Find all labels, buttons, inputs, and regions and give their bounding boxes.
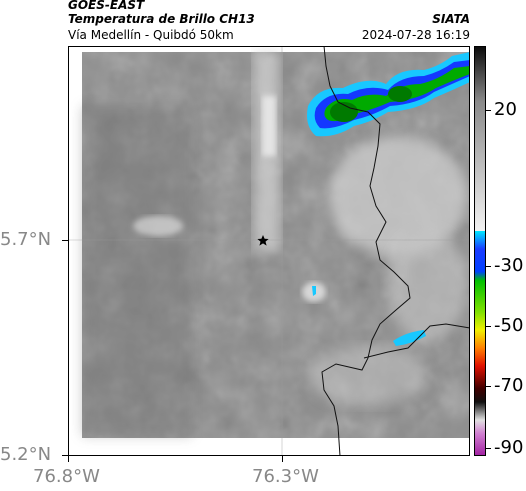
- lat-tick: [62, 240, 68, 241]
- lat-tick: [62, 455, 68, 456]
- organization-label: SIATA: [432, 12, 470, 26]
- colorbar: [474, 46, 486, 456]
- colorbar-label: -30: [494, 255, 524, 276]
- star-icon: [257, 235, 269, 246]
- region-label: Vía Medellín - Quibdó 50km: [68, 28, 234, 42]
- cold-cloud-top-ne: [307, 52, 470, 137]
- lon-tick: [282, 456, 283, 462]
- gridlines: [68, 46, 470, 456]
- cold-cloud-patch-se: [393, 330, 426, 346]
- colorbar-tick: [486, 266, 491, 267]
- lat-label: 5.2°N: [0, 444, 52, 465]
- satellite-map: [68, 46, 470, 456]
- colorbar-tick: [486, 448, 491, 449]
- colorbar-label: 20: [494, 99, 517, 120]
- lon-tick: [68, 456, 69, 462]
- colorbar-label: -50: [494, 315, 524, 336]
- product-title: Temperatura de Brillo CH13: [68, 12, 255, 26]
- colorbar-label: -90: [494, 437, 524, 458]
- cold-cloud-speck: [312, 286, 316, 296]
- colorbar-label: -70: [494, 375, 524, 396]
- lon-label: 76.3°W: [252, 466, 319, 487]
- lat-label: 5.7°N: [0, 229, 52, 250]
- lon-label: 76.8°W: [33, 466, 100, 487]
- brightness-temperature-image: [82, 52, 470, 438]
- colorbar-tick: [486, 326, 491, 327]
- satellite-source: GOES-EAST: [68, 0, 145, 12]
- timestamp: 2024-07-28 16:19: [361, 28, 470, 42]
- colorbar-tick: [486, 110, 491, 111]
- colorbar-tick: [486, 386, 491, 387]
- political-boundaries: [321, 46, 470, 456]
